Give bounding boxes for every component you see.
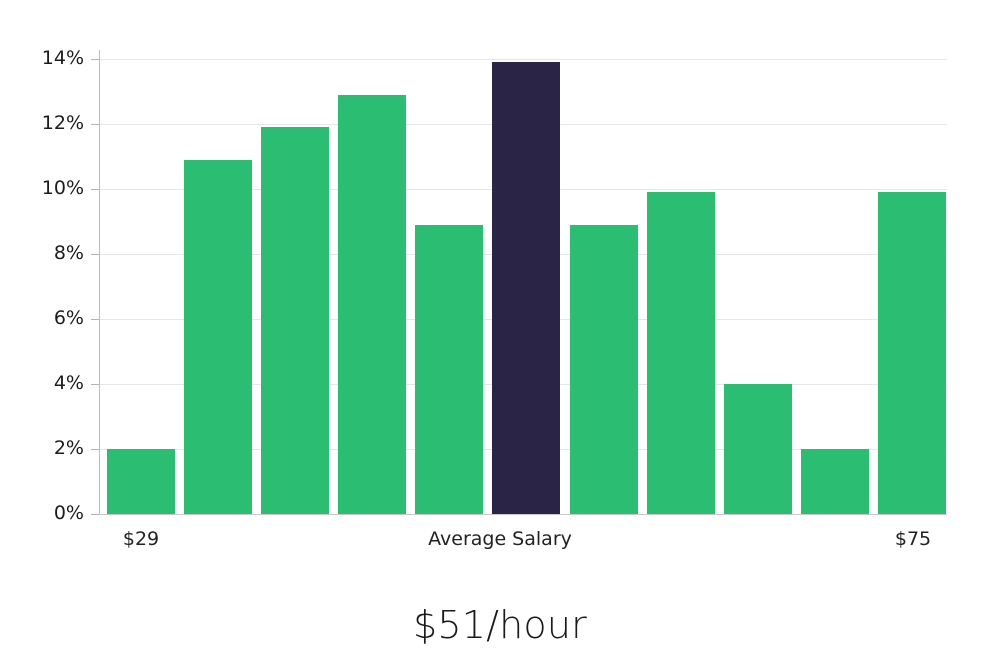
- x-axis-label-max: $75: [894, 528, 932, 550]
- y-axis-tick-label: 6%: [53, 307, 84, 329]
- bar[interactable]: [338, 95, 406, 514]
- bar[interactable]: [801, 449, 869, 514]
- chart-footer-title: $51/hour: [413, 603, 587, 647]
- bar[interactable]: [261, 127, 329, 514]
- y-axis-tick-label: 12%: [41, 112, 84, 134]
- y-axis-spine: [99, 50, 100, 515]
- y-axis-tick-label-wrap: 0%: [0, 504, 84, 524]
- y-axis-tick: [91, 319, 100, 320]
- bar[interactable]: [415, 225, 483, 514]
- bar[interactable]: [184, 160, 252, 514]
- y-axis-tick-label: 8%: [53, 242, 84, 264]
- y-axis-tick-label: 4%: [53, 372, 84, 394]
- y-axis-tick: [91, 59, 100, 60]
- y-axis-tick-label-wrap: 14%: [0, 49, 84, 69]
- bar-highlighted[interactable]: [492, 62, 560, 514]
- y-axis-tick-label-wrap: 6%: [0, 309, 84, 329]
- y-axis-tick-label-wrap: 12%: [0, 114, 84, 134]
- y-axis-tick: [91, 189, 100, 190]
- x-axis-label-min: $29: [122, 528, 160, 550]
- gridline: [99, 59, 947, 60]
- bar[interactable]: [647, 192, 715, 514]
- x-axis-title: Average Salary: [428, 528, 572, 550]
- x-axis-spine: [99, 514, 947, 515]
- bar[interactable]: [107, 449, 175, 514]
- bar[interactable]: [570, 225, 638, 514]
- bar[interactable]: [724, 384, 792, 514]
- y-axis-tick-label: 2%: [53, 437, 84, 459]
- y-axis-tick-label: 0%: [53, 502, 84, 524]
- y-axis-tick: [91, 514, 100, 515]
- y-axis-tick-label-wrap: 8%: [0, 244, 84, 264]
- y-axis-tick: [91, 124, 100, 125]
- y-axis-tick: [91, 449, 100, 450]
- y-axis-tick-label: 10%: [41, 177, 84, 199]
- y-axis-tick-label-wrap: 10%: [0, 179, 84, 199]
- bar[interactable]: [878, 192, 946, 514]
- y-axis-tick: [91, 384, 100, 385]
- y-axis-tick-label: 14%: [41, 47, 84, 69]
- y-axis-tick-label-wrap: 4%: [0, 374, 84, 394]
- y-axis-tick-label-wrap: 2%: [0, 439, 84, 459]
- y-axis-tick: [91, 254, 100, 255]
